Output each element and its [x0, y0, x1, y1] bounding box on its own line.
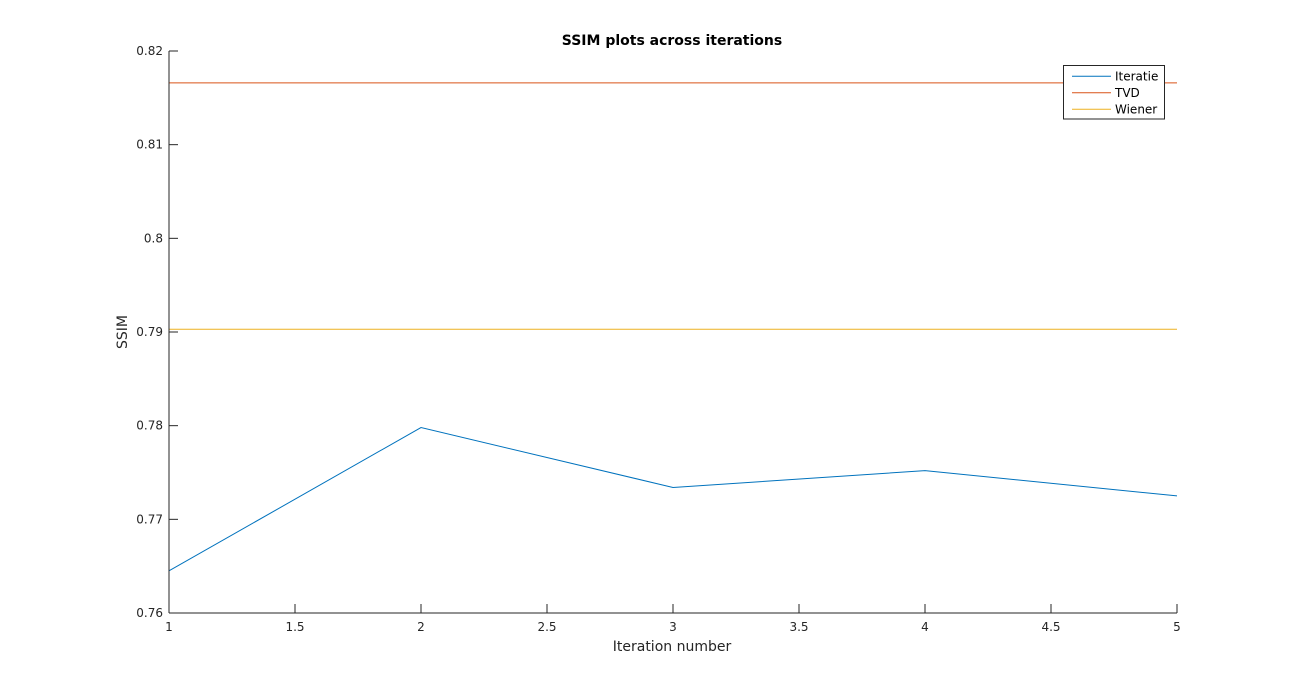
y-tick-label: 0.79 [136, 325, 163, 339]
axes: 1 1.5 2 2.5 3 3.5 4 4.5 5 0.76 0.77 0.78 0.79 0.8 0.81… [136, 44, 1181, 634]
legend-label-wiener: Wiener [1115, 102, 1157, 116]
legend: Iteratie TVD Wiener [1063, 65, 1165, 120]
x-tick-label: 2.5 [537, 620, 556, 634]
y-tick-label: 0.78 [136, 419, 163, 433]
y-axis-label: SSIM [115, 315, 131, 349]
y-tick-label: 0.77 [136, 512, 163, 526]
x-axis-label: Iteration number [613, 639, 732, 655]
y-tick-label: 0.76 [136, 606, 163, 620]
chart-title: SSIM plots across iterations [562, 33, 782, 49]
y-tick-label: 0.81 [136, 138, 163, 152]
plot-area [168, 82, 1178, 572]
x-tick-label: 4.5 [1041, 620, 1060, 634]
x-tick-label: 3.5 [789, 620, 808, 634]
x-tick-label: 3 [669, 620, 677, 634]
y-tick-label: 0.82 [136, 44, 163, 58]
x-tick-label: 1.5 [285, 620, 304, 634]
x-tick-label: 2 [417, 620, 425, 634]
y-tick-label: 0.8 [144, 231, 163, 245]
x-tick-label: 4 [921, 620, 929, 634]
x-tick-label: 5 [1173, 620, 1181, 634]
series-line-iteratie [168, 427, 1178, 572]
legend-label-tvd: TVD [1114, 86, 1140, 100]
x-tick-label: 1 [165, 620, 173, 634]
legend-label-iteratie: Iteratie [1115, 69, 1158, 83]
